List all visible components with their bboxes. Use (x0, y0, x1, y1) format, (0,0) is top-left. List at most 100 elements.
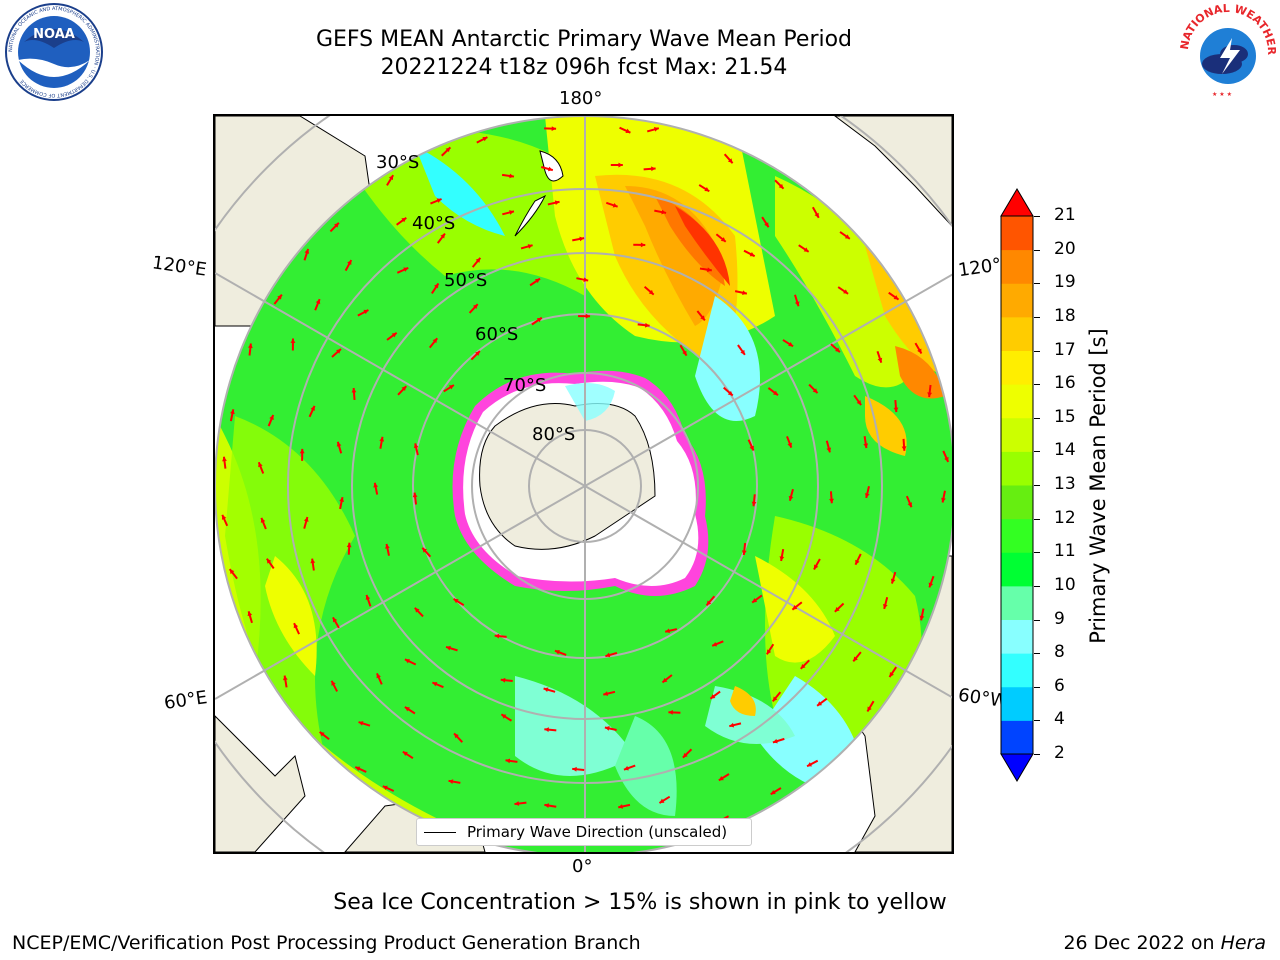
wave-arrow-head (800, 663, 806, 669)
wave-arrow-head (710, 694, 716, 699)
wave-arrow-head (551, 126, 557, 132)
colorbar-tick-label: 9 (1054, 608, 1065, 629)
wave-arrow-head (706, 600, 712, 606)
wave-arrow-head (554, 649, 560, 655)
wave-arrow-head (727, 390, 733, 396)
colorbar-bins (1001, 216, 1033, 755)
wave-arrow-head (605, 652, 611, 658)
colorbar-tick-mark (1034, 619, 1040, 621)
wave-arrow-head (749, 252, 755, 257)
wave-arrow-head (648, 289, 654, 295)
colorbar-bin (1001, 720, 1033, 755)
colorbar-bin (1001, 316, 1033, 351)
land-new-zealand (514, 150, 564, 237)
wave-arrow-head (772, 738, 778, 744)
lat-label-40s: 40°S (412, 213, 456, 234)
wave-arrow-head (855, 559, 860, 565)
map-legend: Primary Wave Direction (unscaled) (416, 818, 752, 846)
colorbar-tick-label: 16 (1054, 373, 1076, 394)
colorbar-bin (1001, 283, 1033, 318)
wave-arrow-head (351, 388, 357, 393)
colorbar-bin (1001, 350, 1033, 385)
wave-arrow-head (401, 386, 407, 391)
map-subtitle: 20221224 t18z 096h fcst Max: 21.54 (380, 55, 788, 80)
colorbar-bin (1001, 518, 1033, 553)
wave-arrow-head (651, 166, 656, 172)
colorbar-bin (1001, 552, 1033, 587)
wave-arrow-head (346, 542, 352, 548)
footer-date: 26 Dec 2022 on Hera (1063, 932, 1266, 954)
lon-label-0: 0° (572, 856, 593, 877)
wave-arrow-head (927, 392, 933, 397)
colorbar-tick-mark (1034, 552, 1040, 554)
colorbar-tick-label: 18 (1054, 305, 1076, 326)
colorbar-tick-mark (1034, 518, 1040, 520)
colorbar-bin (1001, 249, 1033, 284)
lon-label-180: 180° (559, 88, 603, 109)
wave-arrow-head (376, 673, 381, 679)
wave-arrow-head (773, 390, 778, 396)
wave-arrow-head (382, 785, 388, 791)
wave-arrow-head (403, 267, 409, 272)
wave-arrow-head (718, 775, 724, 781)
wave-arrow-head (355, 766, 361, 771)
wave-arrow-head (814, 212, 819, 218)
wave-arrow-head (944, 456, 949, 462)
colorbar-bin (1001, 619, 1033, 654)
wave-arrow-head (941, 497, 946, 503)
wave-arrow-head (585, 313, 591, 319)
colorbar-tick-mark (1034, 417, 1040, 419)
wave-arrow-head (432, 681, 438, 687)
wave-arrow-head (893, 295, 899, 300)
wave-arrow-head (365, 594, 371, 600)
wave-arrow-head (893, 407, 899, 413)
wave-arrow-head (882, 603, 888, 609)
wave-arrow-head (682, 350, 687, 356)
wave-arrow-head (436, 198, 442, 203)
wave-arrow-head (385, 543, 390, 549)
wave-arrow-head (222, 456, 227, 462)
wave-arrow-head (604, 726, 610, 731)
noaa-logo: NOAA NATIONAL OCEANIC AND ATMOSPHERIC AD… (2, 2, 106, 102)
wave-arrow-head (889, 672, 894, 678)
lon-label-120e: 120°E (150, 252, 208, 281)
wave-arrow-head (653, 127, 659, 132)
colorbar-tick-label: 21 (1054, 205, 1076, 225)
wave-arrow-head (454, 733, 459, 739)
wave-arrow-head (334, 222, 339, 228)
colorbar-tick-label: 13 (1054, 474, 1076, 494)
wave-arrow-head (770, 789, 776, 795)
wave-arrow-head (712, 641, 718, 647)
wave-arrow-head (890, 578, 896, 584)
wave-arrow-head (475, 351, 480, 356)
wave-arrow-head (373, 482, 379, 488)
wave-arrow-head (247, 611, 253, 617)
wave-arrow-head (579, 236, 585, 242)
footer-credit: NCEP/EMC/Verification Post Processing Pr… (12, 932, 641, 954)
wave-arrow-head (414, 607, 420, 613)
wave-arrow-head (543, 687, 549, 693)
colorbar-under-triangle (1000, 753, 1034, 782)
colorbar-bin (1001, 686, 1033, 721)
wave-arrow-head (826, 447, 832, 453)
colorbar-tick-label: 2 (1054, 743, 1065, 763)
lat-label-30s: 30°S (376, 152, 420, 173)
wave-arrow-head (509, 173, 514, 179)
wave-arrow-head (843, 289, 849, 294)
wave-arrow-head (446, 645, 451, 651)
wave-arrow-head (527, 244, 533, 249)
wave-arrow-head (644, 322, 650, 328)
wave-arrow-head (332, 617, 338, 623)
wave-arrow-head (834, 606, 840, 612)
colorbar-label: Primary Wave Mean Period [s] (1086, 328, 1110, 644)
wave-arrow-head (472, 304, 478, 309)
colorbar-tick-mark (1034, 249, 1040, 251)
wave-arrow-head (269, 414, 274, 420)
wave-arrow-head (752, 598, 758, 603)
colorbar-bin (1001, 216, 1033, 251)
wave-arrow-head (741, 550, 747, 555)
wave-arrow-head (547, 166, 553, 172)
wave-arrow-head (640, 242, 646, 248)
wave-arrow-head (277, 294, 282, 300)
wave-arrow-head (432, 338, 438, 344)
